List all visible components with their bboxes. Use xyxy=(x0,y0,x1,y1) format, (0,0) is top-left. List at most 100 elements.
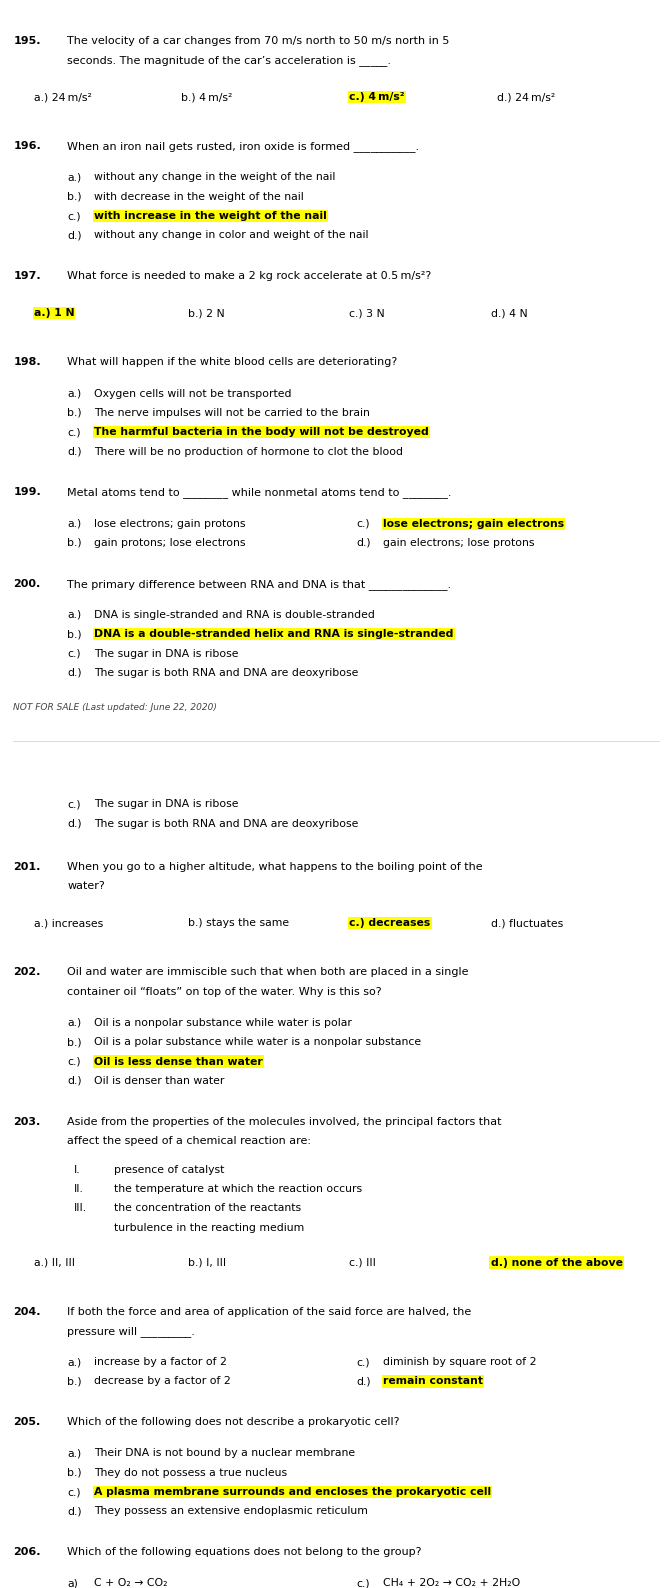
Text: container oil “floats” on top of the water. Why is this so?: container oil “floats” on top of the wat… xyxy=(67,986,382,997)
Text: There will be no production of hormone to clot the blood: There will be no production of hormone t… xyxy=(94,446,403,457)
Text: c.): c.) xyxy=(356,1358,370,1367)
Text: b.): b.) xyxy=(67,1037,82,1046)
Text: remain constant: remain constant xyxy=(383,1377,483,1386)
Text: d.): d.) xyxy=(356,1377,371,1386)
Text: The sugar is both RNA and DNA are deoxyribose: The sugar is both RNA and DNA are deoxyr… xyxy=(94,669,358,678)
Text: d.): d.) xyxy=(67,1507,82,1517)
Text: a.): a.) xyxy=(67,173,81,183)
Text: b.) stays the same: b.) stays the same xyxy=(188,918,289,929)
Text: d.): d.) xyxy=(67,230,82,240)
Text: a.): a.) xyxy=(67,1018,81,1027)
Text: When an iron nail gets rusted, iron oxide is formed ___________.: When an iron nail gets rusted, iron oxid… xyxy=(67,141,419,152)
Text: b.) 2 N: b.) 2 N xyxy=(188,308,225,318)
Text: turbulence in the reacting medium: turbulence in the reacting medium xyxy=(114,1223,304,1232)
Text: The velocity of a car changes from 70 m/s north to 50 m/s north in 5: The velocity of a car changes from 70 m/… xyxy=(67,35,450,46)
Text: with decrease in the weight of the nail: with decrease in the weight of the nail xyxy=(94,192,304,202)
Text: c.): c.) xyxy=(67,1056,81,1067)
Text: d.): d.) xyxy=(356,538,371,548)
Text: Oil and water are immiscible such that when both are placed in a single: Oil and water are immiscible such that w… xyxy=(67,967,468,977)
Text: 205.: 205. xyxy=(13,1416,41,1428)
Text: III.: III. xyxy=(74,1204,87,1213)
Text: a.) increases: a.) increases xyxy=(34,918,103,929)
Text: They do not possess a true nucleus: They do not possess a true nucleus xyxy=(94,1467,287,1478)
Text: a.): a.) xyxy=(67,1448,81,1458)
Text: 197.: 197. xyxy=(13,272,41,281)
Text: 204.: 204. xyxy=(13,1307,41,1316)
Text: b.): b.) xyxy=(67,408,82,418)
Text: water?: water? xyxy=(67,881,105,891)
Text: 198.: 198. xyxy=(13,357,41,367)
Text: c.): c.) xyxy=(67,427,81,437)
Text: c.): c.) xyxy=(67,799,81,810)
Text: a.): a.) xyxy=(67,610,81,619)
Text: Oil is denser than water: Oil is denser than water xyxy=(94,1075,224,1086)
Text: DNA is a double-stranded helix and RNA is single-stranded: DNA is a double-stranded helix and RNA i… xyxy=(94,629,454,640)
Text: a.) II, III: a.) II, III xyxy=(34,1258,75,1267)
Text: c.): c.) xyxy=(67,1486,81,1497)
Text: d.): d.) xyxy=(67,819,82,829)
Text: decrease by a factor of 2: decrease by a factor of 2 xyxy=(94,1377,230,1386)
Text: a.): a.) xyxy=(67,1358,81,1367)
Text: b.) 4 m/s²: b.) 4 m/s² xyxy=(181,92,233,102)
Text: a): a) xyxy=(67,1578,78,1588)
Text: without any change in color and weight of the nail: without any change in color and weight o… xyxy=(94,230,368,240)
Text: 201.: 201. xyxy=(13,862,41,872)
Text: a.) 24 m/s²: a.) 24 m/s² xyxy=(34,92,91,102)
Text: Oil is less dense than water: Oil is less dense than water xyxy=(94,1056,263,1067)
Text: The primary difference between RNA and DNA is that ______________.: The primary difference between RNA and D… xyxy=(67,578,452,589)
Text: gain electrons; lose protons: gain electrons; lose protons xyxy=(383,538,534,548)
Text: 199.: 199. xyxy=(13,488,41,497)
Text: c.): c.) xyxy=(356,519,370,529)
Text: a.): a.) xyxy=(67,519,81,529)
Text: b.) I, III: b.) I, III xyxy=(188,1258,226,1267)
Text: c.): c.) xyxy=(67,211,81,221)
Text: d.) 24 m/s²: d.) 24 m/s² xyxy=(497,92,556,102)
Text: b.): b.) xyxy=(67,192,82,202)
Text: seconds. The magnitude of the car’s acceleration is _____.: seconds. The magnitude of the car’s acce… xyxy=(67,56,391,67)
Text: b.): b.) xyxy=(67,538,82,548)
Text: b.): b.) xyxy=(67,1377,82,1386)
Text: What force is needed to make a 2 kg rock accelerate at 0.5 m/s²?: What force is needed to make a 2 kg rock… xyxy=(67,272,431,281)
Text: The harmful bacteria in the body will not be destroyed: The harmful bacteria in the body will no… xyxy=(94,427,429,437)
Text: b.): b.) xyxy=(67,629,82,640)
Text: c.): c.) xyxy=(356,1578,370,1588)
Text: 206.: 206. xyxy=(13,1547,41,1558)
Text: presence of catalyst: presence of catalyst xyxy=(114,1164,224,1175)
Text: 196.: 196. xyxy=(13,141,41,151)
Text: affect the speed of a chemical reaction are:: affect the speed of a chemical reaction … xyxy=(67,1135,311,1147)
Text: increase by a factor of 2: increase by a factor of 2 xyxy=(94,1358,227,1367)
Text: a.): a.) xyxy=(67,389,81,399)
Text: c.): c.) xyxy=(67,648,81,659)
Text: The nerve impulses will not be carried to the brain: The nerve impulses will not be carried t… xyxy=(94,408,370,418)
Text: 195.: 195. xyxy=(13,35,41,46)
Text: II.: II. xyxy=(74,1185,84,1194)
Text: The sugar in DNA is ribose: The sugar in DNA is ribose xyxy=(94,648,239,659)
Text: 203.: 203. xyxy=(13,1116,41,1126)
Text: pressure will _________.: pressure will _________. xyxy=(67,1326,195,1337)
Text: Their DNA is not bound by a nuclear membrane: Their DNA is not bound by a nuclear memb… xyxy=(94,1448,355,1458)
Text: the concentration of the reactants: the concentration of the reactants xyxy=(114,1204,301,1213)
Text: lose electrons; gain protons: lose electrons; gain protons xyxy=(94,519,245,529)
Text: If both the force and area of application of the said force are halved, the: If both the force and area of applicatio… xyxy=(67,1307,472,1316)
Text: When you go to a higher altitude, what happens to the boiling point of the: When you go to a higher altitude, what h… xyxy=(67,862,482,872)
Text: b.): b.) xyxy=(67,1467,82,1478)
Text: Oil is a polar substance while water is a nonpolar substance: Oil is a polar substance while water is … xyxy=(94,1037,421,1046)
Text: The sugar is both RNA and DNA are deoxyribose: The sugar is both RNA and DNA are deoxyr… xyxy=(94,819,358,829)
Text: a.) 1 N: a.) 1 N xyxy=(34,308,74,318)
Text: d.) none of the above: d.) none of the above xyxy=(491,1258,622,1267)
Text: 200.: 200. xyxy=(13,578,41,589)
Text: What will happen if the white blood cells are deteriorating?: What will happen if the white blood cell… xyxy=(67,357,397,367)
Text: d.) 4 N: d.) 4 N xyxy=(491,308,528,318)
Text: c.) 4 m/s²: c.) 4 m/s² xyxy=(349,92,405,102)
Text: A plasma membrane surrounds and encloses the prokaryotic cell: A plasma membrane surrounds and encloses… xyxy=(94,1486,491,1497)
Text: gain protons; lose electrons: gain protons; lose electrons xyxy=(94,538,245,548)
Text: CH₄ + 2O₂ → CO₂ + 2H₂O: CH₄ + 2O₂ → CO₂ + 2H₂O xyxy=(383,1578,520,1588)
Text: lose electrons; gain electrons: lose electrons; gain electrons xyxy=(383,519,564,529)
Text: d.) fluctuates: d.) fluctuates xyxy=(491,918,563,929)
Text: I.: I. xyxy=(74,1164,81,1175)
Text: Aside from the properties of the molecules involved, the principal factors that: Aside from the properties of the molecul… xyxy=(67,1116,502,1126)
Text: without any change in the weight of the nail: without any change in the weight of the … xyxy=(94,173,335,183)
Text: Oxygen cells will not be transported: Oxygen cells will not be transported xyxy=(94,389,292,399)
Text: d.): d.) xyxy=(67,669,82,678)
Text: Oil is a nonpolar substance while water is polar: Oil is a nonpolar substance while water … xyxy=(94,1018,352,1027)
